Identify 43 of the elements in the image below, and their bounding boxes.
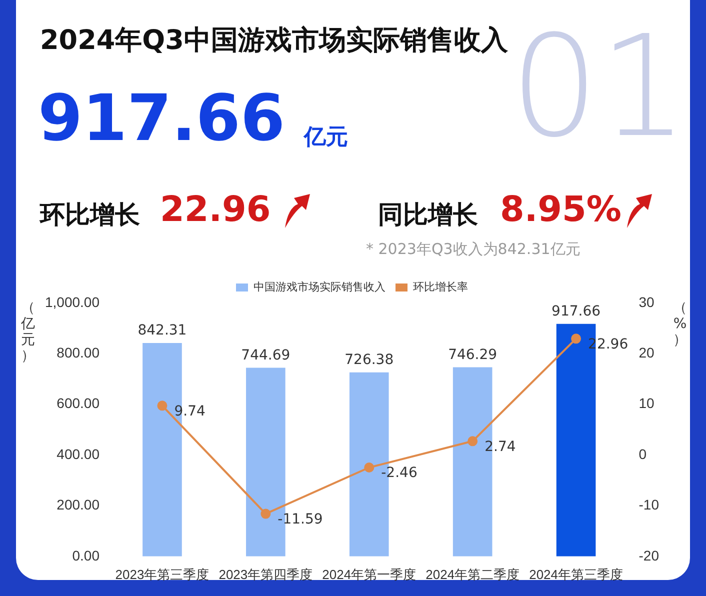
point — [260, 508, 271, 519]
y2-tick-label: -20 — [638, 547, 660, 564]
x-tick-label: 2024年第一季度 — [322, 566, 416, 582]
data-label: 726.38 — [344, 352, 394, 368]
legend-label: 环比增长率 — [413, 280, 468, 294]
data-label: 842.31 — [138, 322, 187, 339]
data-label: 2.74 — [484, 438, 516, 455]
y2-tick-label: -10 — [638, 496, 660, 513]
x-tick-label: 2024年第三季度 — [529, 566, 623, 582]
data-label: 744.69 — [241, 347, 290, 364]
y-tick-label: 200.00 — [56, 496, 100, 513]
data-label: 746.29 — [448, 346, 498, 363]
y-axis-title: （亿元） — [20, 300, 36, 364]
x-tick-label: 2023年第四季度 — [218, 566, 313, 582]
y2-tick-label: 30 — [638, 294, 655, 310]
text: 环比增长 — [40, 199, 140, 231]
y2-tick-label: 20 — [638, 344, 655, 361]
y2-axis-title: （%） — [672, 300, 688, 348]
y2-tick-label: 10 — [638, 395, 655, 412]
y2-tick-label: 0 — [638, 446, 647, 462]
point — [157, 400, 168, 411]
point — [364, 462, 374, 473]
data-label: -11.59 — [278, 511, 323, 528]
data-label: -2.46 — [381, 465, 418, 482]
text: 8.95% — [500, 190, 622, 230]
x-tick-label: 2023年第三季度 — [115, 566, 210, 582]
chart-title: 2024年Q3中国游戏市场实际销售收入 — [40, 24, 508, 58]
point — [571, 334, 582, 344]
point — [468, 436, 478, 446]
y-tick-label: 800.00 — [56, 344, 100, 361]
data-label: 917.66 — [552, 304, 601, 320]
legend-label: 中国游戏市场实际销售收入 — [254, 280, 386, 294]
text: 同比增长 — [378, 199, 478, 231]
x-tick-label: 2024年第二季度 — [426, 566, 520, 582]
y-tick-label: 600.00 — [56, 395, 100, 412]
text: 917.66 — [38, 82, 285, 156]
y-tick-label: 400.00 — [56, 446, 100, 462]
text: 22.96 — [160, 190, 271, 230]
text: * 2023年Q3收入为842.31亿元 — [366, 240, 580, 259]
text: 亿元 — [304, 124, 348, 152]
y-tick-label: 0.00 — [72, 547, 100, 564]
data-label: 9.74 — [174, 403, 206, 420]
y-tick-label: 1,000.00 — [44, 294, 100, 310]
